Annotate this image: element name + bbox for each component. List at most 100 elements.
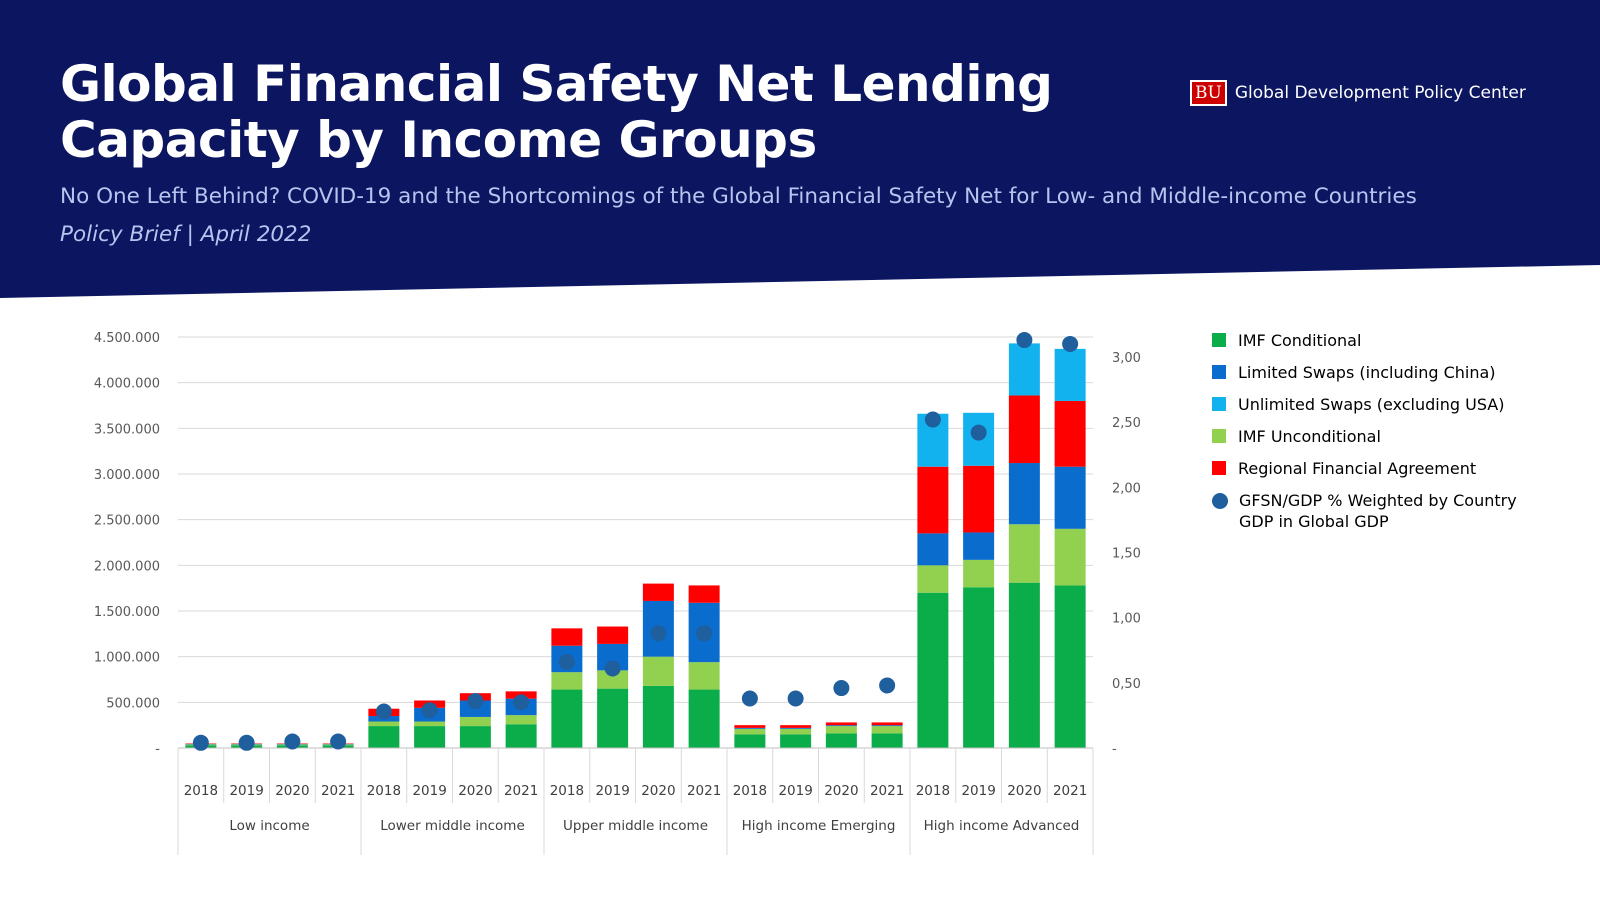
bar-segment [414,721,446,727]
gfsn-gdp-point [1016,332,1033,349]
bar-segment [917,592,949,748]
bar-segment [825,725,857,727]
bar-segment [917,466,949,534]
x-year-label: 2018 [733,783,767,799]
gfsn-gdp-point [467,693,484,710]
x-year-label: 2020 [824,783,858,799]
x-group-label: High income Emerging [742,818,896,834]
bar-segment [734,728,766,735]
bar-segment [963,532,995,560]
legend-swatch [1212,365,1226,379]
y-right-tick-label: 3,00 [1112,351,1141,366]
logo-text: Global Development Policy Center [1234,83,1526,103]
legend-item: Limited Swaps (including China) [1212,362,1552,383]
bar-segment [597,626,629,644]
publication-info: Policy Brief | April 2022 [60,222,312,247]
bar-segment [871,722,903,726]
bar-segment [1008,343,1040,396]
bar-segment [551,689,583,748]
bar-segment [734,725,766,728]
bar-segment [1054,348,1086,401]
bu-logo-badge: BU [1190,80,1227,106]
x-year-label: 2020 [641,783,675,799]
bar-segment [1008,524,1040,583]
legend-item: Regional Financial Agreement [1212,458,1552,479]
x-year-label: 2019 [961,783,995,799]
x-group-label: High income Advanced [924,818,1080,834]
gfsn-gdp-point [833,680,850,697]
bar-segment [1008,395,1040,464]
gfsn-gdp-point [924,411,941,428]
bar-segment [871,725,903,727]
y-right-tick-label: 1,50 [1112,547,1141,562]
legend-label: Unlimited Swaps (excluding USA) [1238,395,1505,414]
bar-segment [780,728,812,735]
bar-segment [871,726,903,734]
bar-segment [642,583,674,601]
x-year-label: 2018 [916,783,950,799]
x-year-label: 2020 [458,783,492,799]
x-year-label: 2020 [275,783,309,799]
x-year-label: 2019 [229,783,263,799]
x-year-label: 2020 [1007,783,1041,799]
bar-segment [963,559,995,588]
bar-segment [551,628,583,646]
y-right-tick-label: 1,00 [1112,612,1141,627]
bar-segment [505,724,537,748]
x-year-label: 2021 [687,783,721,799]
y-right-tick-label: 0,50 [1112,677,1141,692]
y-left-tick-label: 4.000.000 [94,377,160,392]
gfsn-gdp-point [558,653,575,670]
y-right-tick-label: 2,00 [1112,481,1141,496]
y-left-tick-label: 3.500.000 [94,422,160,437]
x-group-label: Upper middle income [563,818,708,834]
gfsn-gdp-point [421,702,438,719]
x-year-label: 2018 [367,783,401,799]
x-year-label: 2021 [870,783,904,799]
gfsn-gdp-point [330,733,347,750]
bar-segment [734,727,766,729]
bar-segment [1054,466,1086,529]
page-subtitle: No One Left Behind? COVID-19 and the Sho… [60,184,1417,209]
legend-label: Limited Swaps (including China) [1238,363,1496,382]
legend-item: GFSN/GDP % Weighted by Country GDP in Gl… [1212,490,1552,532]
gfsn-gdp-point [1062,335,1079,352]
x-year-label: 2018 [550,783,584,799]
legend-label: GFSN/GDP % Weighted by Country GDP in Gl… [1239,491,1517,531]
bar-segment [917,533,949,566]
bar-segment [780,734,812,748]
gfsn-gdp-point [787,690,804,707]
x-year-label: 2021 [1053,783,1087,799]
bar-segment [1008,463,1040,525]
legend-swatch [1212,429,1226,443]
legend-label: Regional Financial Agreement [1238,459,1477,478]
bar-segment [780,727,812,729]
bar-segment [688,585,720,603]
bar-segment [368,721,400,727]
bar-segment [459,716,491,727]
x-year-label: 2021 [321,783,355,799]
y-left-tick-label: 3.000.000 [94,468,160,483]
gfsn-gdp-point [741,690,758,707]
y-left-tick-label: 1.000.000 [94,651,160,666]
x-group-label: Low income [229,818,309,834]
bar-segment [642,685,674,748]
bar-segment [825,722,857,726]
bar-segment [917,565,949,593]
bar-segment [1008,582,1040,748]
legend-label: IMF Unconditional [1238,427,1381,446]
legend-marker [1212,493,1228,509]
bar-segment [963,465,995,533]
header-banner [0,0,1600,298]
bar-segment [1054,528,1086,586]
gfsn-gdp-point [696,625,713,642]
gfsn-gdp-point [375,703,392,720]
bar-segment [414,726,446,748]
y-left-tick-label: 1.500.000 [94,605,160,620]
y-left-tick-label: 500.000 [106,696,160,711]
gfsn-gdp-point [192,734,209,751]
gfsn-gdp-point [513,694,530,711]
legend-swatch [1212,333,1226,347]
y-left-tick-label: - [155,742,160,757]
gfsn-gdp-point [650,625,667,642]
